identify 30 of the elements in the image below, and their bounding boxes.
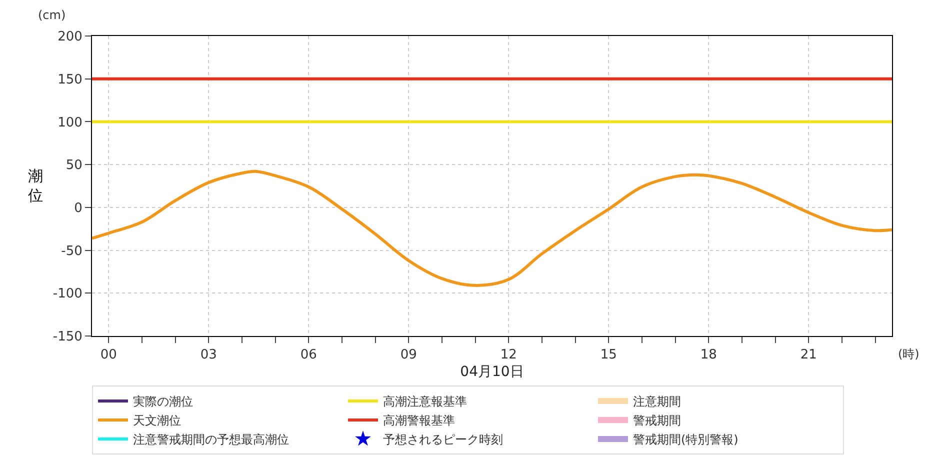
y-tick-label: 100 — [58, 115, 82, 130]
x-tick-label: 09 — [400, 348, 417, 363]
y-tick-label: 0 — [74, 200, 82, 216]
legend-label: 警戒期間 — [633, 414, 681, 428]
line-series — [92, 170, 892, 287]
y-tick-label: -100 — [52, 286, 82, 302]
y-tick-label: -50 — [61, 244, 82, 259]
y-tick-label: 200 — [58, 30, 82, 45]
legend-label: 実際の潮位 — [133, 394, 193, 409]
x-tick-label: 00 — [100, 348, 117, 363]
legend-label: 天文潮位 — [133, 414, 181, 428]
legend-label: 高潮注意報基準 — [383, 394, 467, 409]
x-tick-label: 06 — [300, 348, 317, 363]
y-tick-label: 150 — [58, 72, 82, 88]
legend-label: 注意警戒期間の予想最高潮位 — [133, 432, 289, 447]
legend-label: 警戒期間(特別警報) — [633, 432, 738, 447]
y-tick-label: 50 — [66, 158, 82, 174]
x-tick-label: 21 — [800, 348, 817, 363]
x-tick-label: 15 — [600, 348, 617, 363]
y-axis-title: 潮位 — [28, 167, 43, 204]
text: (時) — [898, 347, 920, 361]
legend-label: 注意期間 — [633, 394, 681, 409]
text: (cm) — [38, 8, 66, 22]
x-tick-label: 03 — [200, 348, 217, 363]
x-axis-title: 04月10日 — [460, 364, 524, 380]
x-tick-label: 18 — [700, 348, 717, 363]
y-tick-label: -150 — [52, 330, 82, 345]
legend-label: 予想されるピーク時刻 — [383, 432, 503, 447]
legend-label: 高潮警報基準 — [383, 414, 455, 428]
x-tick-label: 12 — [500, 348, 517, 363]
